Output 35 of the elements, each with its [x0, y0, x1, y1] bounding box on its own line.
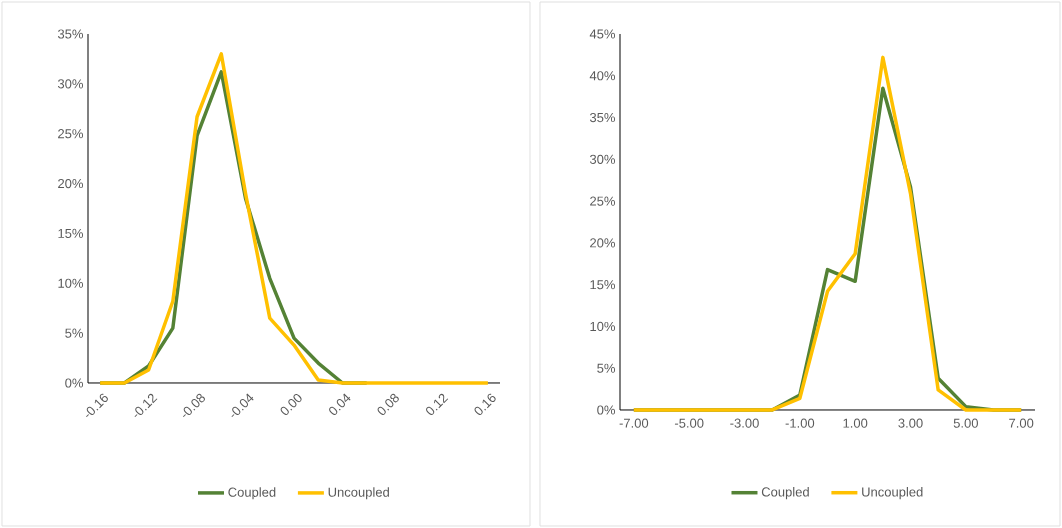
x-tick-label: 1.00: [843, 418, 868, 428]
legend-label: Coupled: [761, 487, 809, 500]
y-tick-label: 10%: [590, 321, 616, 332]
y-tick-label: 25%: [590, 196, 616, 206]
x-tick-label: 0.04: [329, 393, 351, 415]
y-tick-label: 25%: [58, 129, 84, 139]
y-tick-label: 5%: [65, 328, 84, 338]
x-tick-label: -5.00: [674, 418, 704, 428]
y-tick-label: 40%: [589, 71, 616, 81]
x-tick-label: -1.00: [785, 418, 815, 428]
x-tick-label: 0.00: [280, 393, 302, 415]
y-tick-label: 45%: [589, 29, 616, 39]
x-tick-label: 0.08: [377, 393, 399, 415]
x-tick-label: -3.00: [730, 418, 759, 428]
y-tick-label: 10%: [58, 278, 84, 288]
y-tick-label: 30%: [589, 154, 616, 164]
x-tick-label: 5.00: [953, 418, 978, 428]
y-tick-label: 0%: [65, 378, 84, 388]
x-tick-label: 7.00: [1009, 418, 1034, 428]
x-tick-label: 0.16: [474, 393, 496, 415]
y-tick-label: 0%: [597, 405, 616, 415]
x-tick-label: -7.00: [619, 418, 649, 428]
y-tick-label: 20%: [590, 238, 616, 248]
x-tick-label: 0.12: [426, 393, 449, 415]
y-tick-label: 15%: [590, 280, 616, 290]
y-tick-label: 35%: [589, 112, 616, 123]
y-tick-label: 30%: [57, 79, 84, 89]
x-tick-label: 3.00: [898, 418, 923, 428]
legend-label: Uncoupled: [862, 487, 923, 500]
y-tick-label: 15%: [58, 228, 84, 238]
legend-label: Uncoupled: [328, 487, 389, 500]
y-tick-label: 5%: [597, 363, 616, 373]
legend-label: Coupled: [228, 487, 276, 500]
y-tick-label: 35%: [57, 29, 84, 39]
y-tick-label: 20%: [58, 178, 84, 189]
